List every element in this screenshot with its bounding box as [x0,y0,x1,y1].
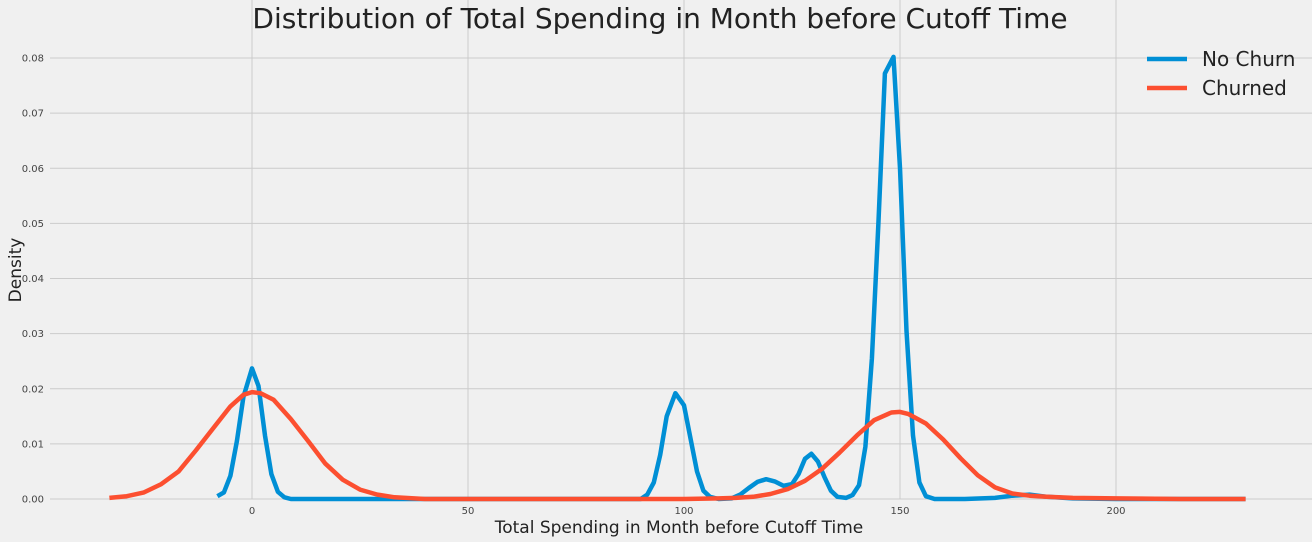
legend-label-churned: Churned [1202,76,1287,100]
y-tick-label: 0.04 [22,274,44,285]
x-tick-label: 150 [890,506,909,517]
y-tick-label: 0.08 [22,54,44,65]
legend-label-no-churn: No Churn [1202,47,1295,71]
y-tick-label: 0.02 [22,384,44,395]
y-axis-label: Density [6,238,26,303]
x-tick-label: 200 [1106,506,1125,517]
x-tick-label: 0 [249,506,255,517]
y-tick-label: 0.05 [22,219,44,230]
y-tick-label: 0.01 [22,439,44,450]
y-tick-label: 0.06 [22,164,44,175]
y-tick-label: 0.07 [22,109,44,120]
y-tick-label: 0.03 [22,329,44,340]
series-line-churned [109,389,1246,502]
legend: No Churn Churned [1147,47,1295,100]
series-layer [109,54,1246,502]
x-tick-label: 100 [674,506,693,517]
series-line-no-churn [216,54,1246,502]
chart-title: Distribution of Total Spending in Month … [252,2,1067,35]
x-axis-label: Total Spending in Month before Cutoff Ti… [494,518,864,538]
y-tick-label: 0.00 [22,495,44,506]
tick-labels-layer: 0.00 0.01 0.02 0.03 0.04 0.05 0.06 0.07 0.08 0 50 1… [22,54,1126,518]
x-tick-label: 50 [462,506,475,517]
